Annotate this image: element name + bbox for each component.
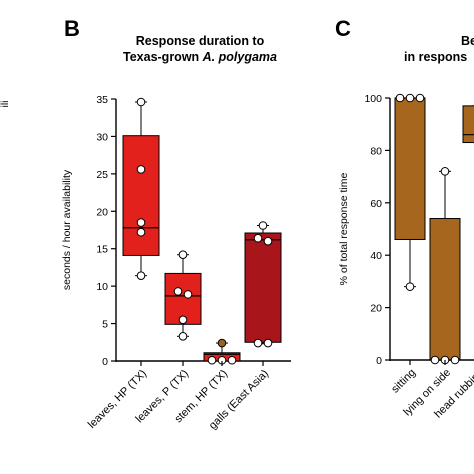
panel-c-data-point: [405, 93, 415, 103]
panel-b-data-point: [253, 233, 263, 243]
panel-c-letter: C: [335, 16, 351, 41]
panel-b-data-point: [136, 165, 146, 174]
panel-b-data-point: [136, 218, 146, 227]
panel-b-title-italic: A. polygama: [202, 50, 277, 64]
panel-b-data-point: [263, 236, 273, 246]
panel-c-y-axis-label: % of total response time: [338, 173, 350, 286]
panel-c-data-point: [450, 355, 460, 365]
panel-b-y-tick-label: 30: [96, 131, 108, 143]
panel-c-y-tick-label: 60: [370, 198, 382, 210]
panel-b-y-tick-label: 15: [96, 244, 108, 256]
panel-b-data-point: [263, 338, 273, 348]
panel-b-data-point: [217, 338, 227, 348]
panel-b-data-point: [136, 271, 146, 280]
panel-b-data-point: [178, 250, 188, 260]
panel-b-data-point: [253, 338, 263, 348]
panel-b-data-point: [227, 355, 237, 365]
panel-b-data-point: [183, 290, 193, 299]
panel-c-box: [462, 105, 474, 144]
panel-c-box: [394, 97, 426, 240]
panel-b-y-axis-label: seconds / hour availability: [61, 169, 73, 290]
panel-c-data-point: [440, 167, 450, 176]
panel-b-y-tick-label: 25: [96, 169, 108, 181]
panel-b-data-point: [178, 315, 188, 325]
panel-c-category-label: sitting: [389, 367, 418, 396]
panel-b-box: [122, 135, 160, 256]
panel-c-y-tick-label: 20: [370, 303, 382, 315]
panel-b-plot: 0 5 10 15 20 25 30 35 seconds / hour availabilit…: [61, 94, 291, 432]
panel-b-y-tick-label: 0: [102, 356, 108, 368]
previous-panel-fragment: ili: [0, 101, 11, 108]
panel-b-y-tick-label: 35: [96, 94, 108, 106]
panel-c-box: [429, 218, 461, 361]
panel-c-title-line1: Be: [461, 34, 474, 48]
panel-b-data-point: [136, 227, 146, 237]
panel-c-y-tick-label: 40: [370, 250, 382, 262]
panel-c-y-tick-label: 80: [370, 145, 382, 157]
panel-b-data-point: [207, 355, 217, 365]
panel-b-title-line2: Texas-grown A. polygama: [123, 50, 277, 64]
panel-c-data-point: [405, 282, 415, 291]
panel-b-data-point: [173, 287, 183, 296]
panel-b-title-line1: Response duration to: [136, 34, 265, 48]
panel-c-y-tick-label: 0: [376, 355, 382, 367]
panel-c-y-tick-label: 100: [364, 93, 382, 105]
panel-c-title-line2: in respons: [404, 50, 467, 64]
panel-b-data-point: [178, 331, 188, 341]
panel-b-y-tick-label: 20: [96, 206, 108, 218]
panel-c-data-point: [395, 93, 405, 103]
panel-c-plot: 0 20 40 60 80 100 % of total response time sitt…: [338, 93, 474, 421]
panel-b-letter: B: [64, 16, 80, 41]
panel-b-box: [244, 232, 282, 343]
panel-c-data-point: [415, 93, 425, 103]
panel-b-data-point: [136, 97, 146, 107]
panel-b-data-point: [258, 221, 268, 230]
panel-b-title-plain: Texas-grown: [123, 50, 203, 64]
panel-b-y-tick-label: 5: [102, 319, 108, 331]
panel-b-y-tick-label: 10: [96, 281, 108, 293]
panel-c-data-point: [430, 355, 440, 365]
